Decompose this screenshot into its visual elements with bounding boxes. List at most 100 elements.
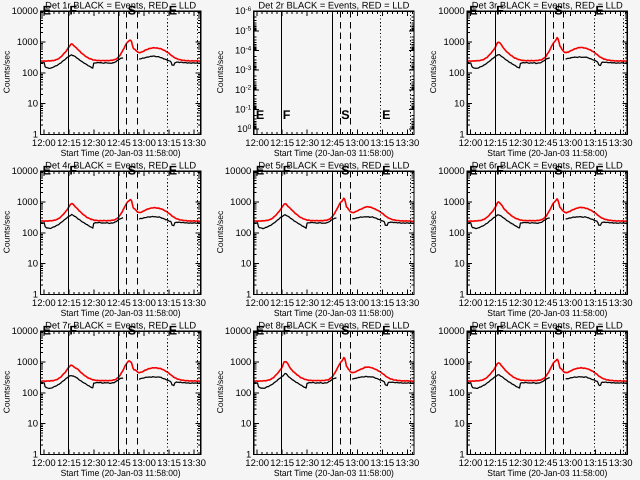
svg-text:12:45: 12:45: [320, 298, 344, 309]
svg-text:13:00: 13:00: [345, 138, 369, 149]
svg-text:Det 2r BLACK = Events, RED = L: Det 2r BLACK = Events, RED = LLD: [258, 1, 409, 12]
svg-text:1: 1: [246, 450, 251, 461]
svg-text:100: 100: [235, 388, 251, 399]
svg-text:12:00: 12:00: [32, 298, 56, 309]
svg-text:1: 1: [33, 450, 38, 461]
svg-text:Start Time (20-Jan-03 11:58:00: Start Time (20-Jan-03 11:58:00): [274, 148, 394, 158]
svg-text:E: E: [169, 324, 177, 338]
svg-text:Counts/sec: Counts/sec: [428, 370, 438, 413]
svg-text:12:30: 12:30: [509, 458, 533, 469]
svg-text:1000: 1000: [230, 197, 251, 208]
svg-text:13:15: 13:15: [370, 458, 394, 469]
svg-text:F: F: [283, 108, 291, 122]
svg-text:S: S: [555, 324, 563, 338]
svg-text:10-2: 10-2: [235, 85, 252, 96]
svg-text:10000: 10000: [12, 6, 38, 17]
svg-text:12:45: 12:45: [534, 458, 558, 469]
svg-text:12:00: 12:00: [459, 298, 483, 309]
svg-text:13:00: 13:00: [132, 298, 156, 309]
svg-text:Start Time (20-Jan-03 11:58:00: Start Time (20-Jan-03 11:58:00): [274, 468, 394, 478]
svg-text:S: S: [341, 324, 349, 338]
svg-text:1000: 1000: [444, 197, 465, 208]
svg-text:10-1: 10-1: [235, 104, 252, 115]
svg-text:13:15: 13:15: [584, 298, 608, 309]
svg-text:12:00: 12:00: [459, 458, 483, 469]
svg-text:12:15: 12:15: [484, 458, 508, 469]
svg-text:10000: 10000: [225, 326, 251, 337]
svg-text:Counts/sec: Counts/sec: [2, 210, 12, 253]
svg-text:F: F: [283, 164, 291, 178]
svg-text:12:30: 12:30: [295, 458, 319, 469]
svg-text:E: E: [595, 164, 603, 178]
svg-text:100: 100: [449, 68, 465, 79]
svg-text:12:15: 12:15: [57, 458, 81, 469]
svg-text:1000: 1000: [444, 357, 465, 368]
svg-text:13:30: 13:30: [182, 298, 206, 309]
svg-text:Start Time (20-Jan-03 11:58:00: Start Time (20-Jan-03 11:58:00): [487, 468, 607, 478]
svg-text:E: E: [256, 324, 264, 338]
svg-text:Counts/sec: Counts/sec: [215, 210, 225, 253]
svg-text:E: E: [382, 164, 390, 178]
svg-text:10000: 10000: [12, 326, 38, 337]
svg-text:13:00: 13:00: [559, 138, 583, 149]
svg-text:12:45: 12:45: [534, 138, 558, 149]
svg-text:13:15: 13:15: [370, 298, 394, 309]
svg-text:12:15: 12:15: [484, 138, 508, 149]
svg-text:Start Time (20-Jan-03 11:58:00: Start Time (20-Jan-03 11:58:00): [487, 148, 607, 158]
svg-text:Start Time (20-Jan-03 11:58:00: Start Time (20-Jan-03 11:58:00): [61, 308, 181, 318]
svg-text:F: F: [283, 324, 291, 338]
svg-text:1000: 1000: [444, 37, 465, 48]
svg-text:E: E: [256, 108, 264, 122]
svg-text:F: F: [496, 164, 504, 178]
svg-text:E: E: [382, 324, 390, 338]
svg-text:Det 7r BLACK = Events, RED = L: Det 7r BLACK = Events, RED = LLD: [45, 321, 196, 332]
svg-text:10: 10: [241, 259, 252, 270]
svg-text:E: E: [595, 324, 603, 338]
svg-text:10: 10: [454, 259, 465, 270]
svg-text:E: E: [469, 4, 477, 18]
svg-text:10000: 10000: [438, 326, 464, 337]
svg-text:E: E: [43, 324, 51, 338]
svg-text:13:30: 13:30: [182, 458, 206, 469]
svg-text:13:30: 13:30: [609, 138, 633, 149]
svg-text:E: E: [169, 4, 177, 18]
svg-text:Start Time (20-Jan-03 11:58:00: Start Time (20-Jan-03 11:58:00): [274, 308, 394, 318]
svg-text:E: E: [382, 108, 390, 122]
svg-text:E: E: [169, 164, 177, 178]
svg-text:100: 100: [449, 228, 465, 239]
svg-text:F: F: [69, 164, 77, 178]
svg-text:E: E: [43, 4, 51, 18]
svg-text:E: E: [43, 164, 51, 178]
svg-text:Det 1r BLACK = Events, RED = L: Det 1r BLACK = Events, RED = LLD: [45, 1, 196, 12]
svg-text:13:15: 13:15: [584, 458, 608, 469]
svg-text:Counts/sec: Counts/sec: [215, 370, 225, 413]
svg-text:10: 10: [27, 259, 38, 270]
svg-text:Counts/sec: Counts/sec: [215, 50, 225, 93]
svg-text:Det 4r BLACK = Events, RED = L: Det 4r BLACK = Events, RED = LLD: [45, 161, 196, 172]
svg-text:100: 100: [22, 68, 38, 79]
svg-text:12:45: 12:45: [320, 138, 344, 149]
svg-text:Start Time (20-Jan-03 11:58:00: Start Time (20-Jan-03 11:58:00): [61, 148, 181, 158]
svg-text:E: E: [595, 4, 603, 18]
svg-text:10: 10: [27, 99, 38, 110]
svg-text:F: F: [69, 4, 77, 18]
svg-text:12:00: 12:00: [32, 138, 56, 149]
svg-text:13:30: 13:30: [396, 138, 420, 149]
svg-text:12:15: 12:15: [57, 138, 81, 149]
svg-text:13:00: 13:00: [559, 298, 583, 309]
svg-text:10-4: 10-4: [235, 45, 252, 56]
svg-text:12:30: 12:30: [82, 298, 106, 309]
svg-text:Counts/sec: Counts/sec: [428, 50, 438, 93]
svg-text:13:15: 13:15: [370, 138, 394, 149]
svg-text:10000: 10000: [438, 6, 464, 17]
svg-text:12:30: 12:30: [295, 298, 319, 309]
svg-text:Det 9r BLACK = Events, RED = L: Det 9r BLACK = Events, RED = LLD: [472, 321, 623, 332]
svg-text:13:30: 13:30: [182, 138, 206, 149]
svg-text:S: S: [341, 164, 349, 178]
svg-text:Counts/sec: Counts/sec: [2, 50, 12, 93]
svg-text:12:30: 12:30: [82, 138, 106, 149]
svg-text:12:30: 12:30: [509, 298, 533, 309]
svg-text:10000: 10000: [225, 166, 251, 177]
svg-text:S: S: [555, 4, 563, 18]
svg-text:10000: 10000: [438, 166, 464, 177]
